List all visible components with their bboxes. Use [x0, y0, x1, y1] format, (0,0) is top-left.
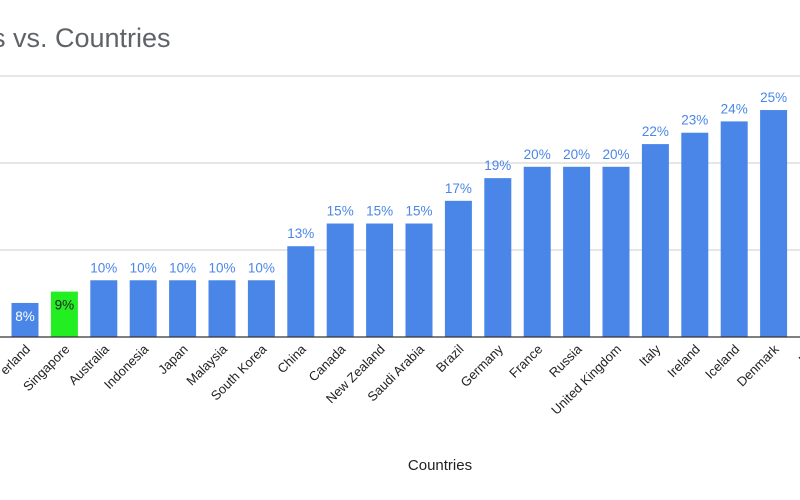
bar-south-korea: [247, 280, 275, 337]
bar-saudi-arabia: [405, 223, 433, 337]
bar-russia: [563, 166, 591, 337]
data-labels: 8% 9% 10% 10% 10% 10% 10% 13% 15% 15% 15% 17% 19% 20%…: [15, 90, 787, 324]
data-label-france: 20%: [524, 147, 551, 162]
bar-malaysia: [208, 280, 236, 337]
data-label-australia: 10%: [90, 260, 117, 275]
data-label-canada: 15%: [327, 204, 354, 219]
x-tick-france: France: [506, 342, 545, 381]
bar-canada: [326, 223, 354, 337]
data-label-russia: 20%: [563, 147, 590, 162]
x-tick-germany: Germany: [458, 341, 507, 390]
x-tick-ireland: Ireland: [664, 342, 703, 381]
data-label-germany: 19%: [484, 158, 511, 173]
x-tick-china: China: [274, 341, 309, 376]
bars: [11, 110, 788, 338]
bar-japan: [169, 280, 197, 337]
data-label-brazil: 17%: [445, 181, 472, 196]
x-tick-brazil: Brazil: [433, 341, 467, 375]
bar-new-zealand: [366, 223, 394, 337]
data-label-united-kingdom: 20%: [602, 147, 629, 162]
x-tick-italy: Italy: [636, 341, 664, 369]
bar-indonesia: [129, 280, 157, 337]
bar-denmark: [760, 110, 788, 337]
bar-erland: [11, 302, 39, 337]
data-label-iceland: 24%: [721, 101, 748, 116]
bar-ireland: [681, 132, 709, 337]
data-label-singapore: 9%: [55, 298, 75, 313]
x-tick-erland: erland: [0, 342, 33, 378]
x-tick-indonesia: Indonesia: [101, 341, 152, 392]
data-label-indonesia: 10%: [130, 260, 157, 275]
data-label-erland: 8%: [15, 309, 35, 324]
x-tick-denmark: Denmark: [734, 341, 782, 389]
chart-title: s vs. Countries: [0, 23, 171, 53]
bar-china: [287, 246, 315, 337]
data-label-new-zealand: 15%: [366, 204, 393, 219]
bar-united-kingdom: [602, 166, 630, 337]
data-label-south-korea: 10%: [248, 260, 275, 275]
bar-italy: [641, 144, 669, 337]
data-label-ireland: 23%: [681, 113, 708, 128]
x-tick-japan: Japan: [155, 342, 191, 378]
x-tick-nor: Nor: [796, 341, 800, 367]
bar-australia: [90, 280, 118, 337]
bar-singapore: [50, 291, 78, 337]
gridlines: [0, 75, 800, 251]
bar-germany: [484, 178, 512, 337]
bar-brazil: [444, 200, 472, 337]
data-label-china: 13%: [287, 226, 314, 241]
x-tick-united-kingdom: United Kingdom: [548, 342, 624, 418]
x-axis-label: Countries: [408, 457, 472, 474]
data-label-denmark: 25%: [760, 90, 787, 105]
data-label-japan: 10%: [169, 260, 196, 275]
data-label-italy: 22%: [642, 124, 669, 139]
data-label-malaysia: 10%: [208, 260, 235, 275]
data-label-saudi-arabia: 15%: [405, 204, 432, 219]
bar-france: [523, 166, 551, 337]
bar-iceland: [720, 121, 748, 338]
